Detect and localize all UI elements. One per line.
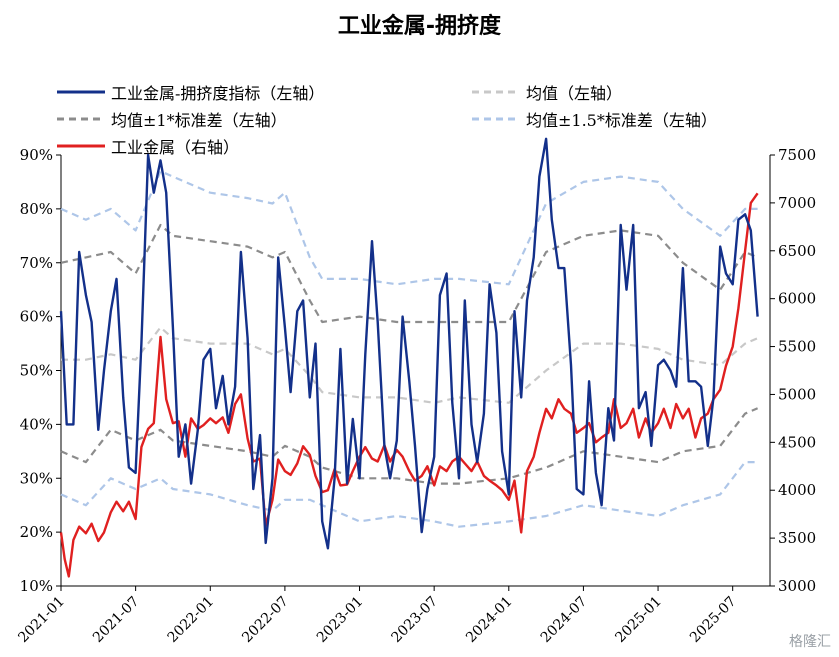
x-tick-label: 2023-07 (389, 594, 441, 646)
x-tick-label: 2024-01 (463, 594, 515, 646)
series-line-mean (61, 326, 759, 404)
right-tick-label: 7000 (778, 194, 816, 212)
left-tick-label: 90% (20, 146, 53, 164)
legend-item-std15: 均值±1.5*标准差（左轴） (470, 109, 717, 130)
left-tick-label: 40% (20, 415, 53, 433)
legend-label-std15: 均值±1.5*标准差（左轴） (526, 111, 717, 130)
legend-label-std1: 均值±1*标准差（左轴） (111, 111, 287, 130)
chart-title: 工业金属-拥挤度 (337, 14, 502, 39)
legend-swatch-metal-index (57, 144, 105, 148)
left-tick-label: 10% (20, 577, 53, 595)
right-tick-label: 6500 (778, 242, 816, 260)
watermark-logo: 格隆汇 (789, 634, 831, 650)
right-tick-label: 5000 (778, 385, 816, 403)
legend-label-mean: 均值（左轴） (526, 84, 623, 103)
series-line-std15-upper (60, 170, 758, 286)
right-tick-label: 7500 (778, 146, 816, 164)
x-tick-label: 2024-07 (538, 594, 590, 646)
x-tick-label: 2022-01 (165, 594, 217, 646)
x-tick-label: 2023-01 (314, 594, 366, 646)
legend-item-std1: 均值±1*标准差（左轴） (55, 109, 287, 130)
x-tick-label: 2021-07 (90, 594, 142, 646)
right-tick-label: 4500 (778, 433, 816, 451)
series-line-std1-upper (60, 223, 759, 324)
x-tick-label: 2025-07 (687, 594, 739, 646)
left-tick-label: 30% (20, 469, 53, 487)
legend-swatch-mean (472, 90, 520, 94)
left-tick-label: 50% (20, 362, 53, 380)
left-tick-label: 20% (20, 523, 53, 541)
left-tick-label: 70% (20, 254, 53, 272)
x-tick-label: 2025-01 (612, 594, 664, 646)
series-line-crowding-index (59, 137, 759, 550)
legend-item-mean: 均值（左轴） (470, 82, 623, 103)
right-tick-label: 5500 (778, 338, 816, 356)
right-tick-label: 3000 (778, 577, 816, 595)
legend-swatch-crowding-index (57, 90, 105, 94)
legend-item-crowding-index: 工业金属-拥挤度指标（左轴） (55, 82, 325, 103)
left-tick-label: 80% (20, 200, 53, 218)
series-line-metal-index (59, 192, 759, 578)
legend-label-crowding-index: 工业金属-拥挤度指标（左轴） (111, 84, 325, 103)
legend-item-metal-index: 工业金属（右轴） (55, 136, 240, 157)
right-tick-label: 6000 (778, 290, 816, 308)
legend-swatch-std1 (57, 117, 105, 121)
right-tick-label: 3500 (778, 529, 816, 547)
legend-swatch-std15 (472, 117, 520, 121)
right-tick-label: 4000 (778, 481, 816, 499)
x-tick-label: 2022-07 (239, 594, 291, 646)
left-tick-label: 60% (20, 308, 53, 326)
x-tick-label: 2021-01 (15, 594, 67, 646)
legend-label-metal-index: 工业金属（右轴） (111, 138, 240, 157)
